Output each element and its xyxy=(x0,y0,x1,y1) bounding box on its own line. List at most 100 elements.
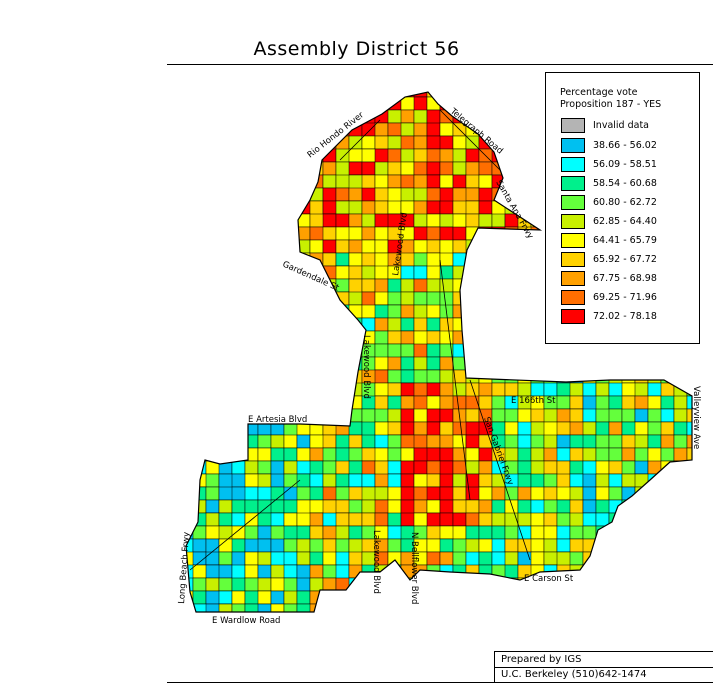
precinct-cell xyxy=(257,109,272,137)
precinct-cell xyxy=(205,408,220,423)
precinct-cell xyxy=(387,447,402,462)
precinct-cell xyxy=(335,187,350,202)
precinct-cell xyxy=(491,590,519,605)
precinct-cell xyxy=(492,617,518,643)
precinct-cell xyxy=(465,265,480,280)
precinct-cell xyxy=(205,122,220,137)
precinct-cell xyxy=(505,617,518,630)
road-line xyxy=(469,379,531,561)
precinct-cell xyxy=(647,395,662,410)
precinct-cell xyxy=(504,226,519,254)
precinct-cell xyxy=(439,603,454,612)
precinct-cell xyxy=(387,434,402,449)
precinct-cell xyxy=(609,617,622,630)
precinct-cell xyxy=(452,486,467,501)
precinct-cell xyxy=(186,382,194,397)
precinct-cell xyxy=(504,304,532,319)
precinct-cell xyxy=(205,252,220,267)
precinct-cell xyxy=(283,148,298,163)
precinct-cell xyxy=(400,148,415,163)
precinct-cell xyxy=(504,291,519,319)
precinct-cell xyxy=(426,369,441,384)
precinct-cell xyxy=(582,512,597,527)
precinct-cell xyxy=(283,551,298,566)
credit-line-2: U.C. Berkeley (510)642-1474 xyxy=(501,669,647,680)
precinct-cell xyxy=(530,122,545,137)
legend-swatch xyxy=(561,309,585,324)
precinct-cell xyxy=(504,382,519,397)
legend-item: 60.80 - 62.72 xyxy=(561,194,657,211)
legend-title-line-2: Proposition 187 - YES xyxy=(560,99,662,110)
precinct-cell xyxy=(186,239,194,267)
precinct-cell xyxy=(283,291,298,319)
precinct-cell xyxy=(647,369,662,384)
tract-lines xyxy=(189,109,531,571)
precinct-cell xyxy=(186,265,207,280)
precinct-cell xyxy=(283,590,298,605)
precinct-cell xyxy=(465,317,480,332)
precinct-cell xyxy=(244,161,272,189)
precinct-cell xyxy=(186,317,194,332)
precinct-cell xyxy=(673,395,688,410)
precinct-cell xyxy=(205,291,220,319)
precinct-cell xyxy=(244,122,259,137)
precinct-cell xyxy=(504,577,519,605)
precinct-cell xyxy=(205,148,233,176)
precinct-cell xyxy=(186,304,194,319)
precinct-cell xyxy=(270,382,285,397)
precinct-cell xyxy=(362,617,375,630)
precinct-cell xyxy=(426,278,441,293)
precinct-cell xyxy=(634,343,649,358)
precinct-cell xyxy=(335,369,350,384)
precinct-cell xyxy=(309,291,324,306)
precinct-cell xyxy=(491,577,506,605)
precinct-cell xyxy=(413,135,428,150)
precinct-cell xyxy=(491,291,519,306)
precinct-cell xyxy=(322,226,337,241)
precinct-cell xyxy=(374,226,389,241)
precinct-cell xyxy=(621,564,649,579)
legend-swatch xyxy=(561,271,585,286)
road-label-e-166th: E 166th St xyxy=(511,396,556,406)
precinct-cell xyxy=(283,304,298,332)
precinct-cell xyxy=(283,343,298,358)
precinct-cell xyxy=(322,434,337,449)
precinct-cell xyxy=(374,291,389,306)
legend-label: 60.80 - 62.72 xyxy=(593,197,657,208)
precinct-cell xyxy=(270,239,285,254)
precinct-cell xyxy=(270,538,285,553)
precinct-cell xyxy=(257,369,272,384)
legend-label: 65.92 - 67.72 xyxy=(593,254,657,265)
precinct-cell xyxy=(478,551,493,566)
precinct-cell xyxy=(569,551,584,566)
precinct-cell xyxy=(374,200,389,215)
precinct-cell xyxy=(504,343,519,358)
precinct-cell xyxy=(634,564,662,579)
precinct-cell xyxy=(530,265,545,280)
precinct-cell xyxy=(205,109,233,137)
precinct-cell xyxy=(517,278,532,293)
precinct-cell xyxy=(374,96,389,111)
precinct-cell xyxy=(297,617,323,630)
precinct-cell xyxy=(673,564,692,579)
legend-item: 72.02 - 78.18 xyxy=(561,308,657,325)
precinct-cell xyxy=(270,213,285,228)
precinct-cell xyxy=(231,213,259,228)
precinct-cell xyxy=(452,382,467,397)
road-label-lakewood-blvd-south: Lakewood Blvd xyxy=(371,530,381,594)
precinct-cell xyxy=(322,109,337,124)
precinct-cell xyxy=(270,122,285,137)
precinct-cell xyxy=(218,265,246,280)
precinct-cell xyxy=(192,135,207,163)
precinct-cell xyxy=(504,369,519,384)
precinct-cell xyxy=(387,317,402,332)
precinct-cell xyxy=(426,590,441,605)
precinct-cell xyxy=(439,577,454,592)
precinct-cell xyxy=(231,525,246,540)
precinct-cell xyxy=(400,421,415,436)
precinct-cell xyxy=(466,617,479,630)
precinct-cell xyxy=(660,408,675,423)
precinct-cell xyxy=(309,551,324,566)
precinct-cell xyxy=(322,304,337,319)
precinct-cell xyxy=(530,525,545,540)
